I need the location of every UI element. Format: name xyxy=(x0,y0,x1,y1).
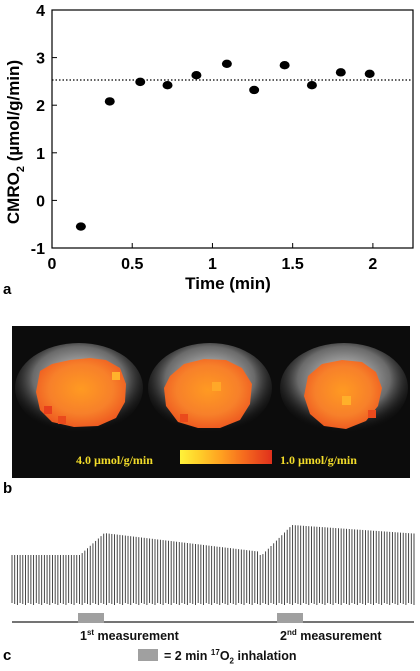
x-tick-label: 2 xyxy=(368,256,377,273)
y-axis-label: CMRO2 (µmol/g/min) xyxy=(4,60,27,224)
x-tick-label: 0 xyxy=(48,256,57,273)
colorbar-low-label: 1.0 µmol/g/min xyxy=(280,453,357,467)
panel-c-letter: c xyxy=(3,647,12,664)
data-point xyxy=(364,69,375,78)
panel-b-letter: b xyxy=(3,480,13,497)
brain-map-slices xyxy=(15,343,408,433)
panel-a-letter: a xyxy=(3,281,12,298)
data-point xyxy=(75,222,86,231)
cmro2-map-image: 4.0 µmol/g/min 1.0 µmol/g/min xyxy=(12,326,410,478)
data-point xyxy=(221,59,232,68)
data-point xyxy=(306,81,317,90)
y-tick-label: -1 xyxy=(31,241,45,258)
y-tick-label: 2 xyxy=(36,98,45,115)
slice-2 xyxy=(148,343,272,433)
plot-frame xyxy=(51,9,414,249)
x-tick-label: 0.5 xyxy=(121,256,143,273)
data-point xyxy=(191,71,202,80)
y-tick-label: 0 xyxy=(36,193,45,210)
x-tick-label: 1.5 xyxy=(282,256,304,273)
y-tick-label: 4 xyxy=(36,3,45,20)
inhalation-block-2 xyxy=(277,613,303,623)
data-point xyxy=(335,68,346,77)
x-tick-label: 1 xyxy=(208,256,217,273)
signal-trace xyxy=(11,525,415,623)
inhalation-block-1 xyxy=(78,613,104,623)
slice-1 xyxy=(15,343,143,433)
colorbar xyxy=(180,450,272,464)
slice-3 xyxy=(280,343,408,433)
y-tick-label: 1 xyxy=(36,146,45,163)
legend-swatch xyxy=(138,649,158,662)
y-tick-label: 3 xyxy=(36,51,45,68)
trace-lines xyxy=(11,525,415,605)
x-axis-label: Time (min) xyxy=(185,274,271,293)
colorbar-high-label: 4.0 µmol/g/min xyxy=(76,453,153,467)
measurement-1-label: 1st measurement xyxy=(80,628,179,644)
measurement-2-label: 2nd measurement xyxy=(280,628,382,644)
data-point xyxy=(279,61,290,70)
data-point xyxy=(135,77,146,87)
data-point xyxy=(249,85,260,95)
data-point xyxy=(104,97,115,106)
data-point xyxy=(162,81,173,90)
panel-a: 0 0.5 1 1.5 2 4 3 2 1 0 -1 Time (min) CMRO2 (µmol… xyxy=(0,0,420,300)
panel-c: 1st measurement 2nd measurement = 2 min … xyxy=(0,505,420,666)
inhalation-legend: = 2 min 17O2 inhalation xyxy=(138,648,297,666)
